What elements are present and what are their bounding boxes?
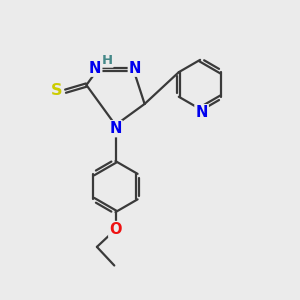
Text: S: S [51,83,63,98]
Text: N: N [195,105,208,120]
Text: H: H [102,54,113,67]
Text: O: O [109,222,122,237]
Text: N: N [109,121,122,136]
Text: N: N [89,61,101,76]
Text: N: N [129,61,141,76]
